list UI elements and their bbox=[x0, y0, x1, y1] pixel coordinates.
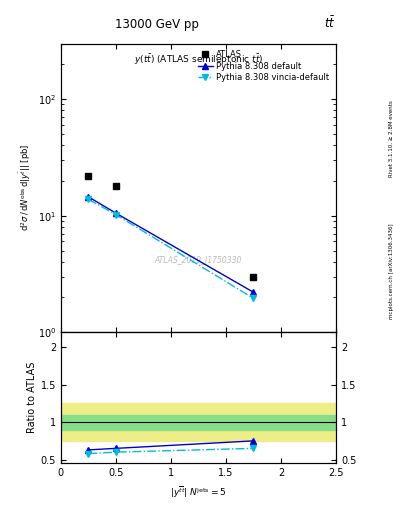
Pythia 8.308 default bbox=[86, 194, 91, 200]
Line: Pythia 8.308 vincia-default: Pythia 8.308 vincia-default bbox=[85, 196, 257, 302]
ATLAS bbox=[114, 183, 118, 189]
ATLAS bbox=[86, 173, 91, 179]
Y-axis label: $\mathrm{d}^2\sigma\,/\,\mathrm{d}N^{\mathrm{obs}}\,\mathrm{d}|y^{\bar{t}}|$| [p: $\mathrm{d}^2\sigma\,/\,\mathrm{d}N^{\ma… bbox=[18, 144, 33, 231]
Text: 13000 GeV pp: 13000 GeV pp bbox=[115, 18, 199, 31]
Text: Rivet 3.1.10, ≥ 2.8M events: Rivet 3.1.10, ≥ 2.8M events bbox=[389, 100, 393, 177]
Pythia 8.308 vincia-default bbox=[86, 196, 91, 202]
Pythia 8.308 default bbox=[114, 210, 118, 216]
Text: $t\bar{t}$: $t\bar{t}$ bbox=[325, 15, 336, 31]
Pythia 8.308 default bbox=[251, 289, 256, 295]
ATLAS bbox=[251, 273, 256, 280]
Legend: ATLAS, Pythia 8.308 default, Pythia 8.308 vincia-default: ATLAS, Pythia 8.308 default, Pythia 8.30… bbox=[195, 48, 332, 84]
Line: Pythia 8.308 default: Pythia 8.308 default bbox=[85, 194, 257, 295]
Pythia 8.308 vincia-default bbox=[251, 295, 256, 302]
Text: $y(t\bar{t})$ (ATLAS semileptonic $t\bar{t}$): $y(t\bar{t})$ (ATLAS semileptonic $t\bar… bbox=[134, 52, 263, 67]
X-axis label: $|y^{\overline{t}t}|\;N^{\mathrm{jets}} = 5$: $|y^{\overline{t}t}|\;N^{\mathrm{jets}} … bbox=[170, 484, 227, 500]
Y-axis label: Ratio to ATLAS: Ratio to ATLAS bbox=[26, 362, 37, 434]
Text: mcplots.cern.ch [arXiv:1306.3436]: mcplots.cern.ch [arXiv:1306.3436] bbox=[389, 224, 393, 319]
Line: ATLAS: ATLAS bbox=[85, 173, 257, 280]
Text: ATLAS_2019_I1750330: ATLAS_2019_I1750330 bbox=[155, 255, 242, 265]
Pythia 8.308 vincia-default bbox=[114, 211, 118, 218]
